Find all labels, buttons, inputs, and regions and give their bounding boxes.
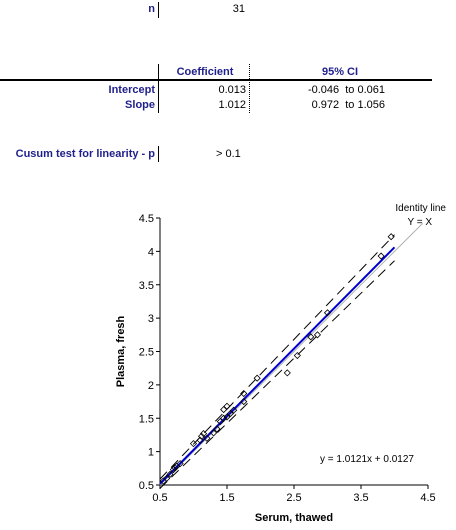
table-rule	[0, 79, 432, 81]
slope-coef: 1.012	[218, 99, 246, 111]
data-point	[223, 402, 231, 410]
slope-ci: 0.972 to 1.056	[311, 99, 385, 111]
regression-equation: y = 1.0121x + 0.0127	[320, 454, 414, 465]
data-point	[169, 466, 177, 474]
y-tick-label: 1	[148, 447, 154, 459]
y-tick-label: 4.5	[139, 213, 154, 225]
cusum-divider	[158, 146, 159, 162]
y-tick-label: 3	[148, 313, 154, 325]
data-point	[216, 418, 224, 426]
table-divider	[158, 64, 159, 113]
ci-lower-line	[159, 260, 395, 489]
data-point	[220, 414, 228, 422]
data-point	[240, 397, 248, 406]
y-tick-label: 3.5	[139, 280, 154, 292]
identity-line-label: Identity line	[395, 203, 446, 214]
y-tick-label: 0.5	[139, 480, 154, 492]
data-point	[203, 434, 211, 442]
data-point	[197, 432, 206, 440]
data-point	[196, 436, 204, 444]
y-axis-label: Plasma, fresh	[115, 315, 127, 387]
regression-line	[159, 246, 396, 485]
intercept-coef: 0.013	[218, 84, 246, 96]
data-point	[293, 351, 301, 360]
data-point	[226, 410, 234, 418]
x-tick-label: 2.5	[286, 492, 301, 504]
data-point	[313, 331, 322, 339]
data-point	[210, 429, 218, 437]
data-point	[387, 233, 395, 241]
data-point	[166, 470, 174, 478]
data-point	[176, 460, 184, 468]
n-divider	[158, 2, 159, 18]
data-point	[220, 406, 228, 414]
data-point	[307, 333, 315, 341]
data-point	[171, 464, 179, 472]
data-point	[253, 374, 261, 382]
data-point	[199, 430, 208, 438]
y-tick-label: 1.5	[139, 413, 154, 425]
data-point	[283, 369, 291, 377]
y-tick-label: 2	[148, 380, 154, 392]
data-point	[377, 252, 385, 260]
intercept-label: Intercept	[108, 84, 155, 96]
y-tick-label: 2.5	[139, 347, 154, 359]
cusum-value: > 0.1	[216, 148, 241, 160]
data-point	[240, 389, 248, 398]
x-tick-label: 1.5	[219, 492, 234, 504]
ci-header: 95% CI	[321, 66, 359, 78]
x-tick-label: 0.5	[152, 492, 167, 504]
n-label: n	[148, 3, 155, 15]
identity-line	[159, 222, 423, 486]
n-value: 31	[232, 3, 245, 15]
data-point	[323, 309, 332, 317]
coef-header: Coefficient	[176, 66, 234, 78]
table-dotted-divider	[249, 64, 250, 113]
data-point	[163, 474, 171, 482]
x-axis-label: Serum, thawed	[255, 512, 333, 524]
slope-label: Slope	[125, 99, 155, 111]
data-point	[230, 406, 238, 414]
x-tick-label: 4.5	[420, 492, 435, 504]
intercept-ci: -0.046 to 0.061	[307, 84, 385, 96]
data-point	[213, 425, 221, 433]
cusum-label: Cusum test for linearity - p	[15, 148, 155, 160]
data-point	[189, 440, 198, 448]
x-tick-label: 3.5	[353, 492, 368, 504]
data-point	[223, 413, 231, 421]
y-tick-label: 4	[148, 246, 154, 258]
identity-line-equation: Y = X	[407, 217, 432, 228]
